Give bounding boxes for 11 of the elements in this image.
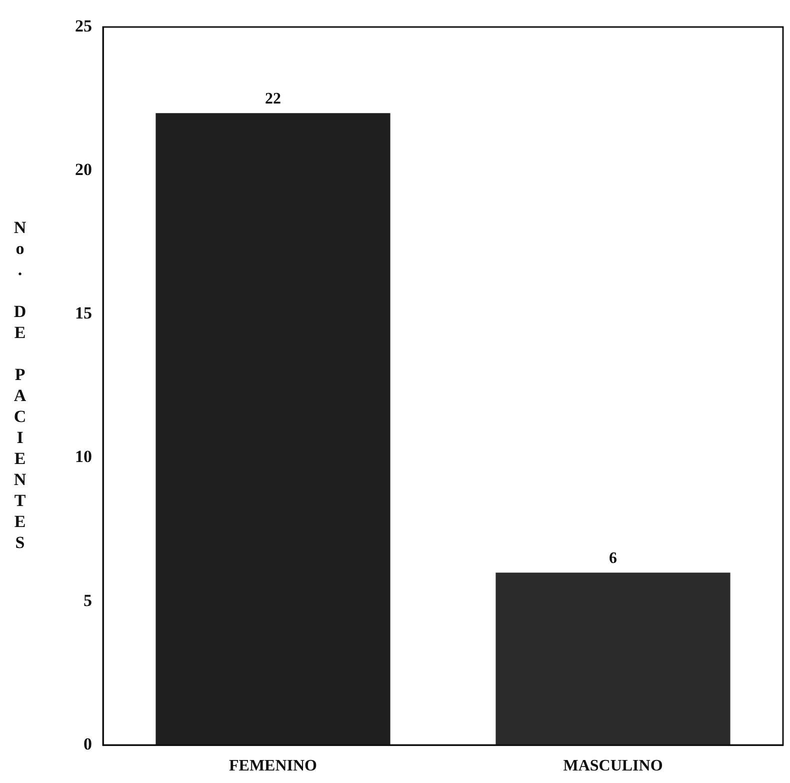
text: No. DE PACIENTES [14,218,26,552]
y-tick-label: 15 [75,304,92,323]
y-tick-label: 20 [75,160,92,179]
y-tick-label: 25 [75,16,92,36]
data-label: 6 [609,550,617,567]
y-tick-label: 10 [75,447,92,466]
data-label: 22 [265,90,281,108]
x-tick-label: FEMENINO [229,758,317,775]
x-tick-label: MASCULINO [563,758,663,775]
y-tick-label: 5 [84,590,92,610]
y-tick-label: 0 [84,734,92,754]
